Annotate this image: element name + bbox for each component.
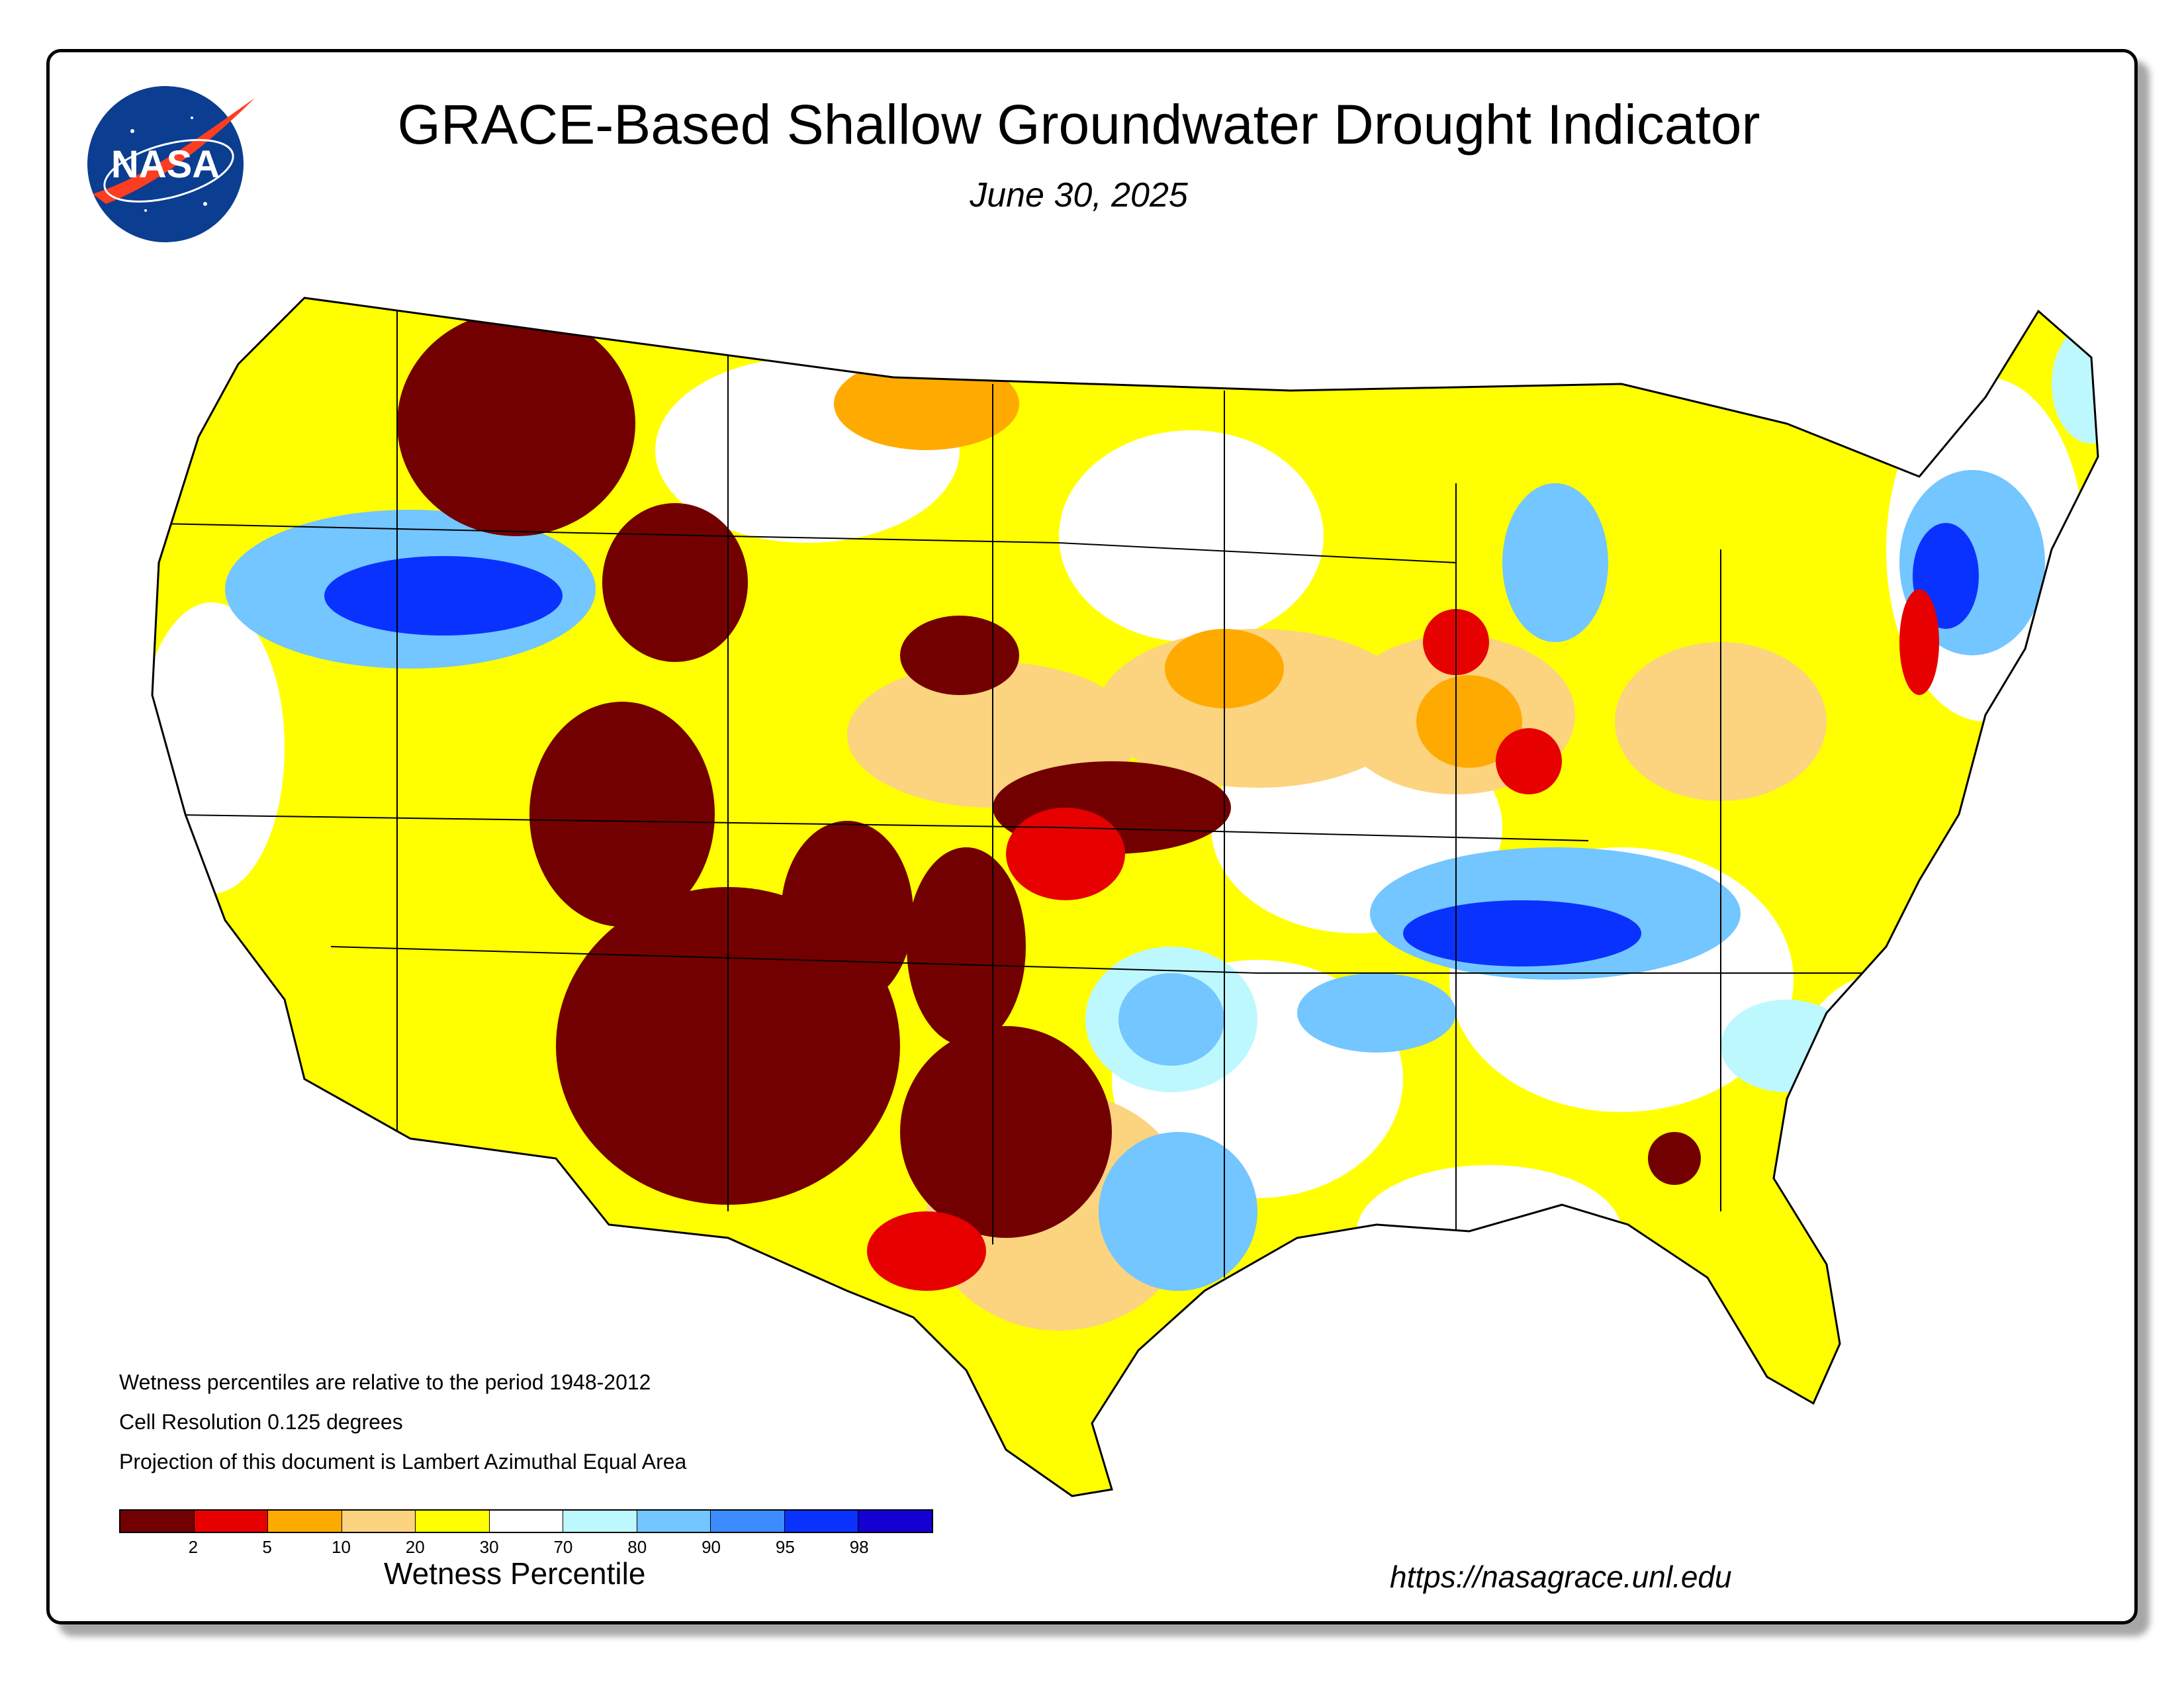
- legend-swatch: [858, 1511, 933, 1532]
- map-title: GRACE-Based Shallow Groundwater Drought …: [397, 93, 1760, 156]
- map-date: June 30, 2025: [970, 176, 1188, 214]
- groundwater-map: [151, 297, 2099, 1497]
- legend-title: Wetness Percentile: [384, 1556, 646, 1591]
- nasa-logo: NASA: [87, 86, 255, 242]
- legend-ticks: 2 5 10 20 30 70 80 90 95 98: [119, 1537, 933, 1564]
- legend-tick-label: 95: [775, 1537, 795, 1557]
- legend-swatch: [711, 1511, 785, 1532]
- legend-swatch: [784, 1511, 859, 1532]
- legend-swatch: [268, 1511, 342, 1532]
- note-cell-resolution: Cell Resolution 0.125 degrees: [119, 1410, 403, 1434]
- legend-tick-label: 2: [188, 1537, 199, 1557]
- source-url[interactable]: https://nasagrace.unl.edu: [1390, 1560, 1732, 1594]
- legend-tick-label: 90: [702, 1537, 721, 1557]
- legend-tick-label: 5: [262, 1537, 272, 1557]
- note-projection: Projection of this document is Lambert A…: [119, 1450, 687, 1474]
- legend-swatch: [563, 1511, 637, 1532]
- legend-swatch: [194, 1511, 269, 1532]
- legend-swatch: [489, 1511, 564, 1532]
- legend-colorbar: [119, 1509, 933, 1533]
- legend-tick-label: 98: [849, 1537, 869, 1557]
- legend-swatch: [341, 1511, 416, 1532]
- legend-tick-label: 20: [405, 1537, 425, 1557]
- legend-tick-label: 70: [553, 1537, 573, 1557]
- legend-swatch: [637, 1511, 711, 1532]
- legend-tick-label: 30: [479, 1537, 499, 1557]
- legend-tick-label: 10: [331, 1537, 351, 1557]
- legend-swatch: [416, 1511, 490, 1532]
- note-percentile-period: Wetness percentiles are relative to the …: [119, 1370, 651, 1394]
- legend-swatch: [120, 1511, 195, 1532]
- legend-tick-label: 80: [627, 1537, 647, 1557]
- nasa-logo-text: NASA: [111, 143, 220, 186]
